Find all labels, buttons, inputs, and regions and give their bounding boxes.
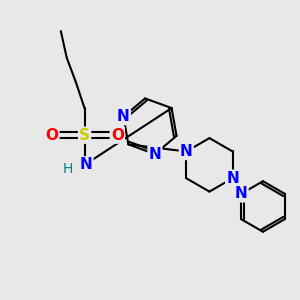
Text: S: S <box>79 128 90 142</box>
Text: N: N <box>117 109 130 124</box>
Text: O: O <box>45 128 58 142</box>
Text: N: N <box>226 171 239 186</box>
Text: N: N <box>235 186 248 201</box>
Text: H: H <box>63 162 74 176</box>
Text: O: O <box>111 128 124 142</box>
Text: N: N <box>180 144 193 159</box>
Text: N: N <box>148 146 161 161</box>
Text: N: N <box>80 158 92 172</box>
